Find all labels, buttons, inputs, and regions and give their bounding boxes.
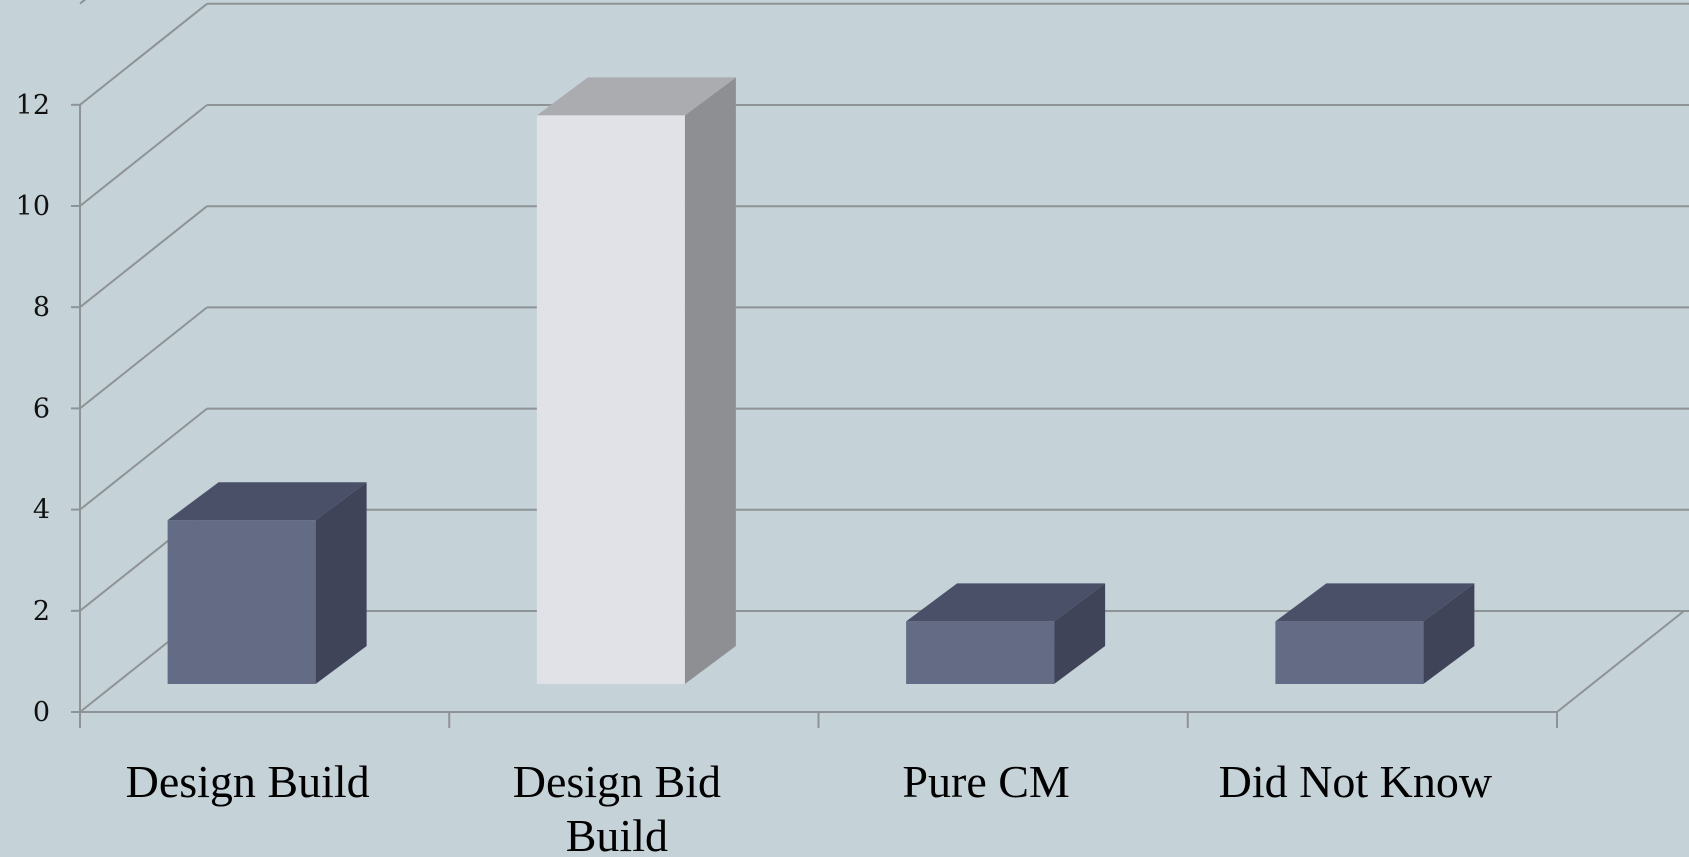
bar-front (906, 621, 1055, 684)
bar-side (1054, 583, 1106, 684)
bar-top (167, 482, 367, 521)
bar-top (1275, 583, 1475, 622)
x-tick-label: Did Not Know (1219, 756, 1493, 807)
x-tick-label: Build (566, 810, 668, 857)
bars (167, 77, 1475, 684)
bar (906, 583, 1106, 684)
gridline-side (79, 205, 208, 308)
bar-top (536, 77, 736, 116)
bar (1275, 583, 1475, 684)
bar-front (1275, 621, 1424, 684)
gridline-side (79, 407, 208, 511)
gridlines (79, 0, 1689, 713)
y-tick-label: 4 (33, 495, 50, 526)
gridline-side (79, 306, 208, 410)
bar-top (906, 583, 1106, 622)
y-tick-label: 10 (16, 191, 50, 222)
x-tick-label: Design Bid (513, 756, 721, 807)
y-tick-label: 2 (33, 596, 50, 627)
gridline-side (79, 0, 87, 5)
bar (167, 482, 367, 684)
axes (71, 103, 1685, 728)
bar-front (536, 115, 685, 684)
bar-front (167, 520, 316, 684)
x-tick-label: Design Build (126, 756, 370, 807)
y-tick-label: 6 (33, 393, 50, 424)
bar (536, 77, 736, 684)
y-tick-label: 8 (33, 292, 50, 323)
gridline-side (79, 104, 208, 207)
floor-right-edge (1556, 610, 1685, 713)
bar-side (684, 77, 736, 684)
gridline-side (79, 3, 208, 106)
y-tick-label: 12 (16, 90, 50, 121)
bar-side (1423, 583, 1475, 684)
bar-side (315, 482, 367, 684)
y-tick-label: 0 (33, 697, 50, 728)
x-tick-label: Pure CM (902, 756, 1069, 807)
